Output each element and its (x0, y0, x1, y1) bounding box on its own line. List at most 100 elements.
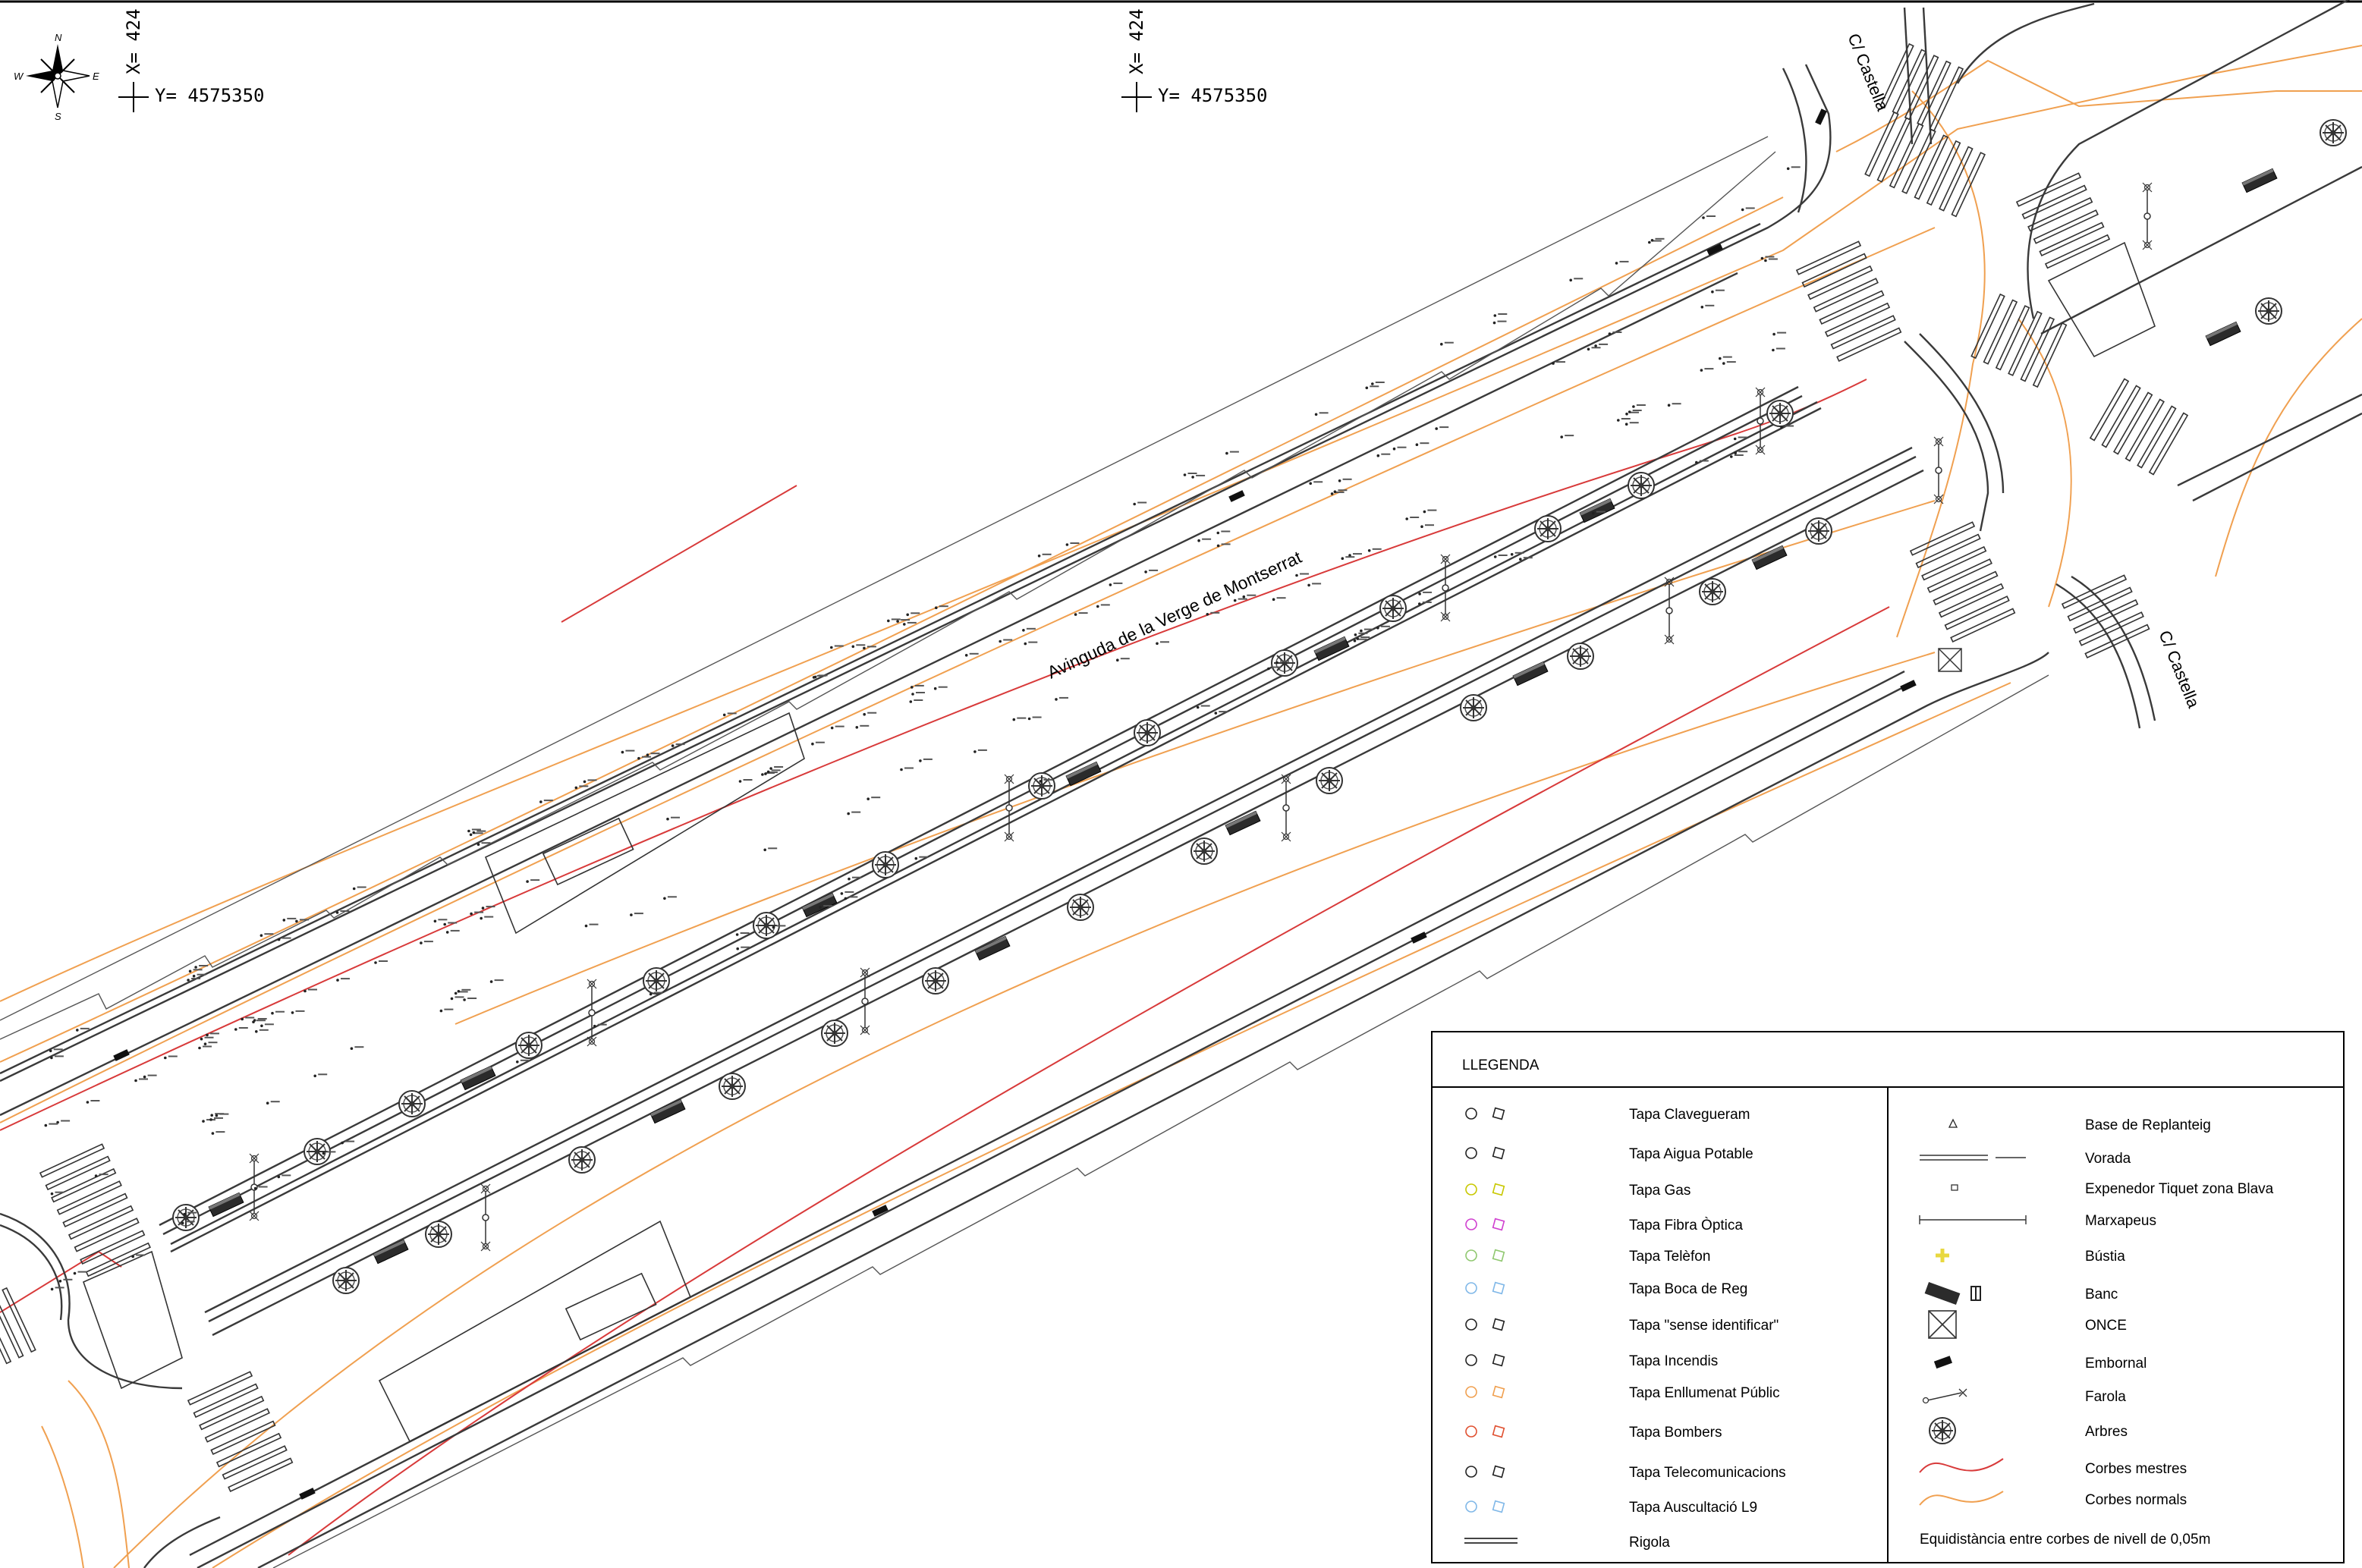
legend-item-label: Tapa Auscultació L9 (1629, 1500, 1757, 1516)
square-cover-icon (1492, 1465, 1505, 1478)
street-label-castella-right: C/ Castella (2155, 628, 2203, 712)
building-frontage-south (272, 674, 2049, 1568)
round-cover-icon (1465, 1386, 1477, 1398)
survey-points (44, 166, 1801, 1291)
legend-title: LLEGENDA (1462, 1057, 1540, 1073)
bench-icon (1751, 545, 1788, 570)
legend-item: Tapa Bombers (1465, 1425, 1722, 1441)
normal-contour-icon (1919, 1491, 2004, 1506)
square-cover-icon (1492, 1249, 1505, 1262)
round-cover-icon (1465, 1318, 1477, 1331)
tree-icon (304, 1138, 331, 1165)
tree-icon (719, 1073, 746, 1100)
legend-item-label: ONCE (2085, 1318, 2127, 1334)
round-cover-icon (1465, 1466, 1477, 1478)
tree-icon (1379, 595, 1407, 622)
normal-contour-lines (0, 45, 2362, 1568)
coord-x-label: X= 424 (123, 8, 144, 74)
legend-footer: Equidistància entre corbes de nivell de … (1920, 1532, 2210, 1548)
bench-icon (649, 1098, 686, 1124)
legend-item-label: Tapa Fibra Òptica (1629, 1217, 1743, 1233)
round-cover-icon (1465, 1249, 1477, 1262)
compass-rose-icon: N S E W (14, 32, 99, 122)
coordinate-marker-1: X= 424 Y= 4575350 (118, 8, 265, 112)
round-cover-icon (1465, 1282, 1477, 1294)
tree-icon (821, 1020, 848, 1047)
bench-icon (1579, 498, 1615, 523)
tree-icon (1805, 517, 1832, 545)
legend-item-label: Arbres (2085, 1424, 2128, 1440)
legend-item: Farola (1922, 1388, 2126, 1405)
tree-icon (2320, 119, 2347, 146)
tree-icon (425, 1221, 452, 1248)
tree-icon (872, 851, 899, 878)
square-cover-icon (1492, 1500, 1505, 1513)
legend: LLEGENDA Tapa Clavegueram Tapa Aigua Pota… (1431, 1031, 2345, 1563)
legend-item: Tapa Aigua Potable (1465, 1146, 1753, 1162)
legend-item: Corbes mestres (1919, 1458, 2187, 1477)
legend-item: Tapa Clavegueram (1465, 1107, 1750, 1123)
mailbox-icon (1936, 1249, 1949, 1262)
square-cover-icon (1492, 1146, 1505, 1160)
round-cover-icon (1465, 1425, 1477, 1438)
legend-item: Corbes normals (1919, 1491, 2187, 1508)
tree-icon (515, 1032, 543, 1059)
drain-symbols (113, 108, 1917, 1500)
legend-item: Expenedor Tiquet zona Blava (1951, 1181, 2274, 1197)
legend-item: Tapa Telecomunicacions (1465, 1465, 1786, 1481)
round-cover-icon (1465, 1218, 1477, 1230)
streetlight-icon (1440, 554, 1451, 622)
legend-item-label: Banc (2085, 1287, 2118, 1302)
legend-item-label: Tapa Gas (1629, 1183, 1691, 1199)
gutter-line-icon (1464, 1538, 1518, 1544)
legend-item-label: Tapa Telèfon (1629, 1249, 1710, 1265)
legend-item: Vorada (1920, 1151, 2131, 1167)
legend-item: Banc (1924, 1281, 2118, 1306)
tree-icon (568, 1146, 596, 1174)
tree-icon (1628, 472, 1655, 499)
tree-icon (1699, 578, 1726, 605)
tree-icon (172, 1204, 200, 1231)
square-cover-icon (1492, 1318, 1505, 1331)
master-contour-icon (1919, 1458, 2004, 1473)
bench-icon (1512, 661, 1549, 687)
streetlight-icon (1755, 387, 1766, 455)
streetlight-icon (1664, 577, 1675, 645)
streetlight-icon (587, 979, 597, 1047)
legend-item-label: Base de Replanteig (2085, 1117, 2211, 1133)
building-frontage-north (0, 136, 1776, 1040)
legend-item-label: Corbes mestres (2085, 1461, 2187, 1477)
tree-icon (2255, 297, 2282, 325)
triangle-icon (1948, 1118, 1958, 1128)
once-kiosk-icon (1938, 648, 1962, 672)
legend-item: Tapa Fibra Òptica (1465, 1217, 1743, 1233)
bench-icon (2241, 168, 2278, 193)
compass-south-label: S (55, 111, 61, 122)
square-cover-icon (1492, 1281, 1505, 1295)
legend-item: Rigola (1464, 1535, 1670, 1551)
tree-icon (1028, 772, 1055, 800)
structure-outlines (82, 241, 2156, 1443)
square-cover-icon (1492, 1107, 1505, 1120)
bench-icon (1065, 761, 1102, 787)
square-cover-icon (1492, 1385, 1505, 1399)
legend-item: Marxapeus (1919, 1213, 2156, 1229)
legend-item-label: Tapa Bombers (1629, 1425, 1722, 1441)
legend-left-column: Tapa Clavegueram Tapa Aigua Potable Tapa G… (1464, 1107, 1786, 1551)
tree-icon (1067, 894, 1094, 921)
legend-item-label: Tapa Telecomunicacions (1629, 1465, 1786, 1481)
coord-y-label: Y= 4575350 (155, 85, 265, 106)
legend-item-label: Tapa Enllumenat Públic (1629, 1385, 1780, 1401)
ticket-machine-icon (1951, 1184, 1958, 1191)
legend-item: Tapa Auscultació L9 (1465, 1500, 1757, 1516)
streetlight-icon (860, 967, 870, 1035)
tree-icon (1134, 719, 1161, 746)
legend-item-label: Tapa Incendis (1629, 1353, 1718, 1369)
street-label-castella-top: C/ Castella (1844, 31, 1892, 115)
drain-icon (1933, 1356, 1952, 1369)
legend-item: Arbres (1929, 1417, 2128, 1444)
bench-icon (1313, 636, 1350, 661)
tree-icon (1929, 1417, 1956, 1444)
square-cover-icon (1492, 1425, 1505, 1438)
